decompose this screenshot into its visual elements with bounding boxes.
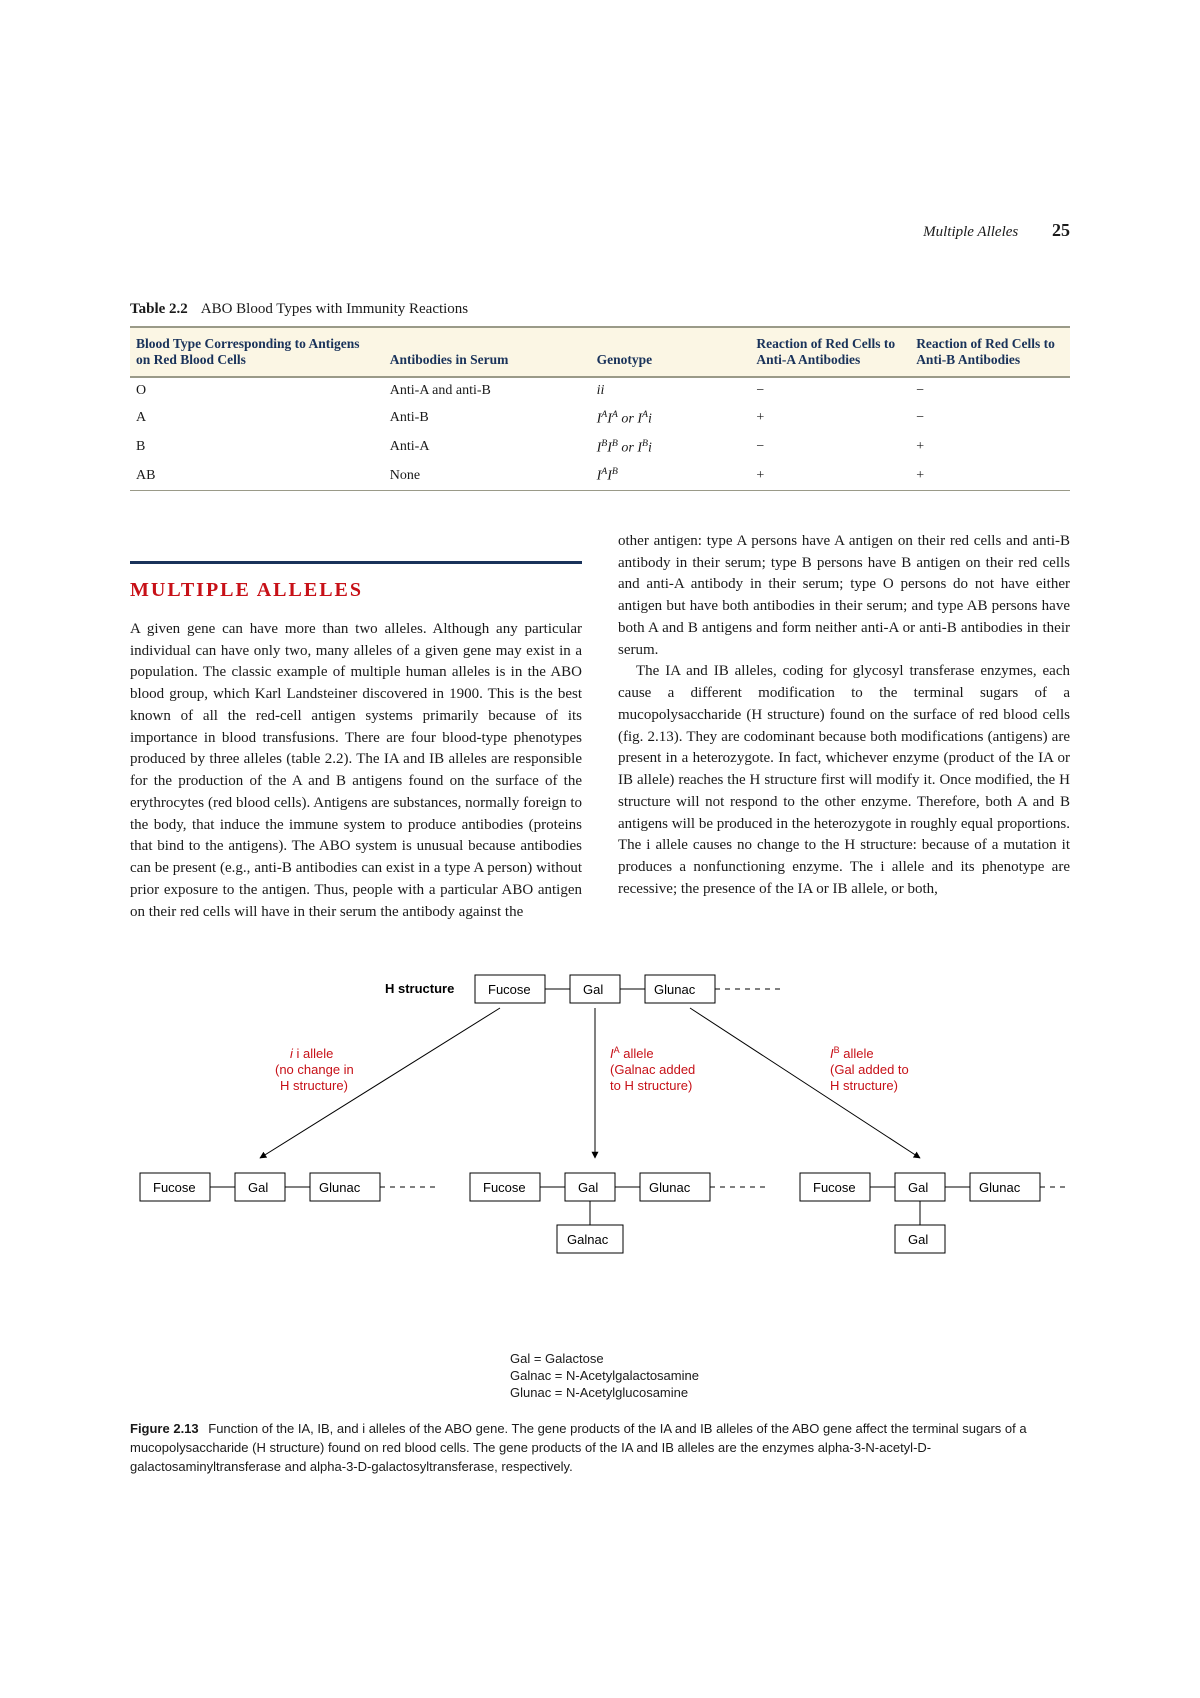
label-i-allele-3: H structure) [280, 1078, 348, 1093]
figure-number: Figure 2.13 [130, 1421, 199, 1436]
left-column: MULTIPLE ALLELES A given gene can have m… [130, 531, 582, 924]
running-head: Multiple Alleles 25 [130, 220, 1070, 241]
legend-line: Galnac = N-Acetylgalactosamine [510, 1368, 1070, 1385]
running-head-page: 25 [1052, 220, 1070, 240]
label-ia-allele-3: to H structure) [610, 1078, 692, 1093]
product-i: Fucose Gal Glunac [140, 1173, 440, 1201]
label-i-allele: i i allele [290, 1046, 333, 1061]
cell-ab: None [384, 461, 591, 490]
col-genotype: Genotype [591, 327, 751, 377]
col-anti-a: Reaction of Red Cells to Anti-A Antibodi… [750, 327, 910, 377]
table-row: O Anti-A and anti-B ii − − [130, 377, 1070, 404]
svg-text:Gal: Gal [908, 1232, 928, 1247]
cell-ra: − [750, 433, 910, 462]
label-i-allele-2: (no change in [275, 1062, 354, 1077]
table-caption: ABO Blood Types with Immunity Reactions [201, 301, 468, 317]
label-ib-allele: IB allele [830, 1045, 874, 1061]
right-column: other antigen: type A persons have A ant… [618, 531, 1070, 924]
col-anti-b: Reaction of Red Cells to Anti-B Antibodi… [910, 327, 1070, 377]
running-head-section: Multiple Alleles [923, 224, 1018, 240]
cell-ra: + [750, 461, 910, 490]
svg-text:Fucose: Fucose [483, 1180, 526, 1195]
svg-text:Glunac: Glunac [649, 1180, 691, 1195]
cell-bt: A [130, 404, 384, 433]
box-glunac: Glunac [654, 982, 696, 997]
cell-ab: Anti-A and anti-B [384, 377, 591, 404]
cell-geno: IBIB or IBi [591, 433, 751, 462]
cell-bt: O [130, 377, 384, 404]
product-ib: Fucose Gal Glunac Gal [800, 1173, 1070, 1253]
cell-rb: − [910, 377, 1070, 404]
figure-caption: Figure 2.13 Function of the IA, IB, and … [130, 1420, 1070, 1477]
cell-ab: Anti-A [384, 433, 591, 462]
label-h-structure: H structure [385, 981, 454, 996]
cell-geno: ii [591, 377, 751, 404]
body-paragraph: A given gene can have more than two alle… [130, 619, 582, 924]
figure-2-13: H structure Fucose Gal Glunac i i allele… [130, 963, 1070, 1476]
table-number: Table 2.2 [130, 301, 188, 317]
cell-bt: AB [130, 461, 384, 490]
table-row: B Anti-A IBIB or IBi − + [130, 433, 1070, 462]
table-row: AB None IAIB + + [130, 461, 1070, 490]
table-header-row: Blood Type Corresponding to Antigens on … [130, 327, 1070, 377]
svg-text:Galnac: Galnac [567, 1232, 609, 1247]
label-ib-allele-2: (Gal added to [830, 1062, 909, 1077]
legend-line: Gal = Galactose [510, 1351, 1070, 1368]
cell-ra: − [750, 377, 910, 404]
table-row: A Anti-B IAIA or IAi + − [130, 404, 1070, 433]
cell-ab: Anti-B [384, 404, 591, 433]
cell-bt: B [130, 433, 384, 462]
box-fucose: Fucose [488, 982, 531, 997]
figure-legend: Gal = Galactose Galnac = N-Acetylgalacto… [510, 1351, 1070, 1402]
legend-line: Glunac = N-Acetylglucosamine [510, 1385, 1070, 1402]
table-title: Table 2.2 ABO Blood Types with Immunity … [130, 301, 1070, 318]
cell-rb: + [910, 461, 1070, 490]
figure-caption-text: Function of the IA, IB, and i alleles of… [130, 1421, 1027, 1474]
cell-geno: IAIA or IAi [591, 404, 751, 433]
section-heading: MULTIPLE ALLELES [130, 576, 582, 605]
body-paragraph: The IA and IB alleles, coding for glycos… [618, 661, 1070, 900]
product-ia: Fucose Gal Glunac Galnac [470, 1173, 770, 1253]
col-antibodies: Antibodies in Serum [384, 327, 591, 377]
abo-table: Blood Type Corresponding to Antigens on … [130, 326, 1070, 491]
label-ia-allele: IA allele [610, 1045, 654, 1061]
cell-geno: IAIB [591, 461, 751, 490]
cell-rb: + [910, 433, 1070, 462]
svg-text:Gal: Gal [908, 1180, 928, 1195]
label-ia-allele-2: (Galnac added [610, 1062, 695, 1077]
cell-rb: − [910, 404, 1070, 433]
svg-text:Fucose: Fucose [153, 1180, 196, 1195]
figure-diagram: H structure Fucose Gal Glunac i i allele… [130, 963, 1070, 1343]
cell-ra: + [750, 404, 910, 433]
svg-text:Glunac: Glunac [979, 1180, 1021, 1195]
page: Multiple Alleles 25 Table 2.2 ABO Blood … [0, 0, 1200, 1557]
svg-text:Fucose: Fucose [813, 1180, 856, 1195]
section-rule [130, 561, 582, 564]
svg-text:Gal: Gal [248, 1180, 268, 1195]
body-paragraph: other antigen: type A persons have A ant… [618, 531, 1070, 662]
label-ib-allele-3: H structure) [830, 1078, 898, 1093]
body-columns: MULTIPLE ALLELES A given gene can have m… [130, 531, 1070, 924]
svg-text:Gal: Gal [578, 1180, 598, 1195]
box-gal: Gal [583, 982, 603, 997]
svg-text:Glunac: Glunac [319, 1180, 361, 1195]
col-blood-type: Blood Type Corresponding to Antigens on … [130, 327, 384, 377]
